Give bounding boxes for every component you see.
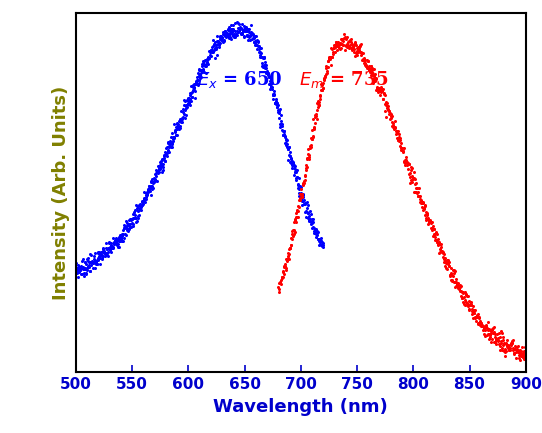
Text: $\mathit{E_m}$ = 735: $\mathit{E_m}$ = 735 (299, 69, 389, 90)
X-axis label: Wavelength (nm): Wavelength (nm) (214, 398, 388, 416)
Y-axis label: Intensity (Arb. Units): Intensity (Arb. Units) (53, 86, 70, 300)
Text: $\mathit{E_x}$ = 650: $\mathit{E_x}$ = 650 (197, 69, 283, 90)
